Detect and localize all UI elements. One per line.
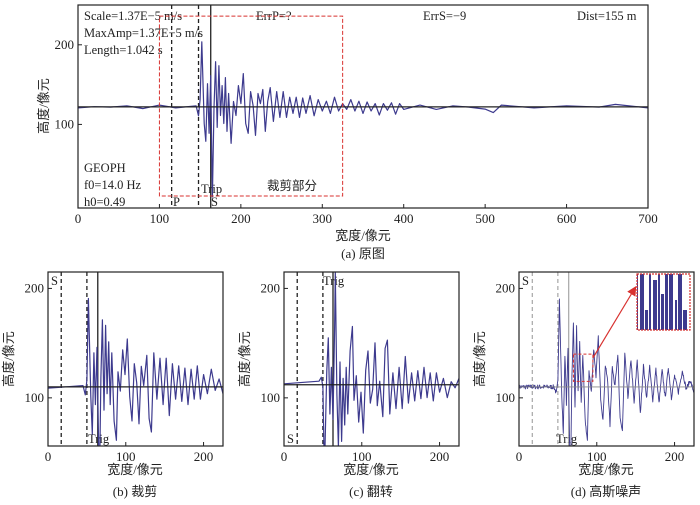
y-tick-label: 200 <box>496 280 516 295</box>
waveform-trace <box>78 41 648 198</box>
waveform-trace <box>284 272 459 446</box>
crop-region-box <box>158 15 344 197</box>
axes-frame <box>518 271 695 447</box>
zoom-arrow <box>592 285 637 359</box>
zoom-inset-bar <box>658 274 660 330</box>
zoom-inset-bar <box>665 274 668 330</box>
panel-c-trig-label: Trig <box>323 274 345 288</box>
axis-labels: 宽度/像元 高度/像元 (a) 原图 宽度/像元 高度/像元 (b) 裁剪 宽度… <box>1 78 641 499</box>
length-text: Length=1.042 s <box>84 43 163 57</box>
x-tick-label: 200 <box>194 449 214 464</box>
x-tick-label: 100 <box>352 449 372 464</box>
panel-a-markers <box>78 5 648 208</box>
panel-d-caption: (d) 高斯噪声 <box>571 484 641 499</box>
dist-text: Dist=155 m <box>577 9 637 23</box>
panel-c-caption: (c) 翻转 <box>349 484 393 499</box>
zoom-inset-border <box>636 273 691 331</box>
x-tick-label: 400 <box>394 211 414 226</box>
panel-b-s-label: S <box>51 274 58 288</box>
panel-b-ylabel: 高度/像元 <box>1 331 16 387</box>
panel-c-markers <box>284 272 459 446</box>
maxamp-text: MaxAmp=1.37E−5 m/s <box>84 26 203 40</box>
x-tick-label: 0 <box>516 449 523 464</box>
panel-a-annotations: Scale=1.37E−5 m/s MaxAmp=1.37E−5 m/s Len… <box>84 9 637 209</box>
zoom-inset-bar <box>675 300 677 330</box>
zoom-inset-bar <box>678 274 682 330</box>
x-tick-label: 500 <box>475 211 495 226</box>
waveform-trace <box>519 298 694 446</box>
waveform-trace <box>48 297 223 446</box>
panel-c-ylabel: 高度/像元 <box>237 331 252 387</box>
s-marker-label: S <box>211 195 218 209</box>
x-tick-label: 0 <box>75 211 82 226</box>
crop-region-label: 裁剪部分 <box>267 178 317 193</box>
panel-d-markers <box>519 272 694 446</box>
y-tick-label: 100 <box>496 390 516 405</box>
x-tick-label: 100 <box>587 449 607 464</box>
axes-frame <box>77 4 649 209</box>
trip-label: Trip <box>201 182 222 196</box>
zoom-inset <box>636 273 691 331</box>
scale-text: Scale=1.37E−5 m/s <box>84 9 182 23</box>
y-tick-label: 200 <box>261 280 281 295</box>
y-tick-label: 100 <box>25 390 45 405</box>
x-tick-label: 600 <box>557 211 577 226</box>
panel-d-xlabel: 宽度/像元 <box>578 462 634 477</box>
panel-a-xlabel: 宽度/像元 <box>335 228 391 243</box>
x-tick-label: 200 <box>430 449 450 464</box>
errs-text: ErrS=−9 <box>423 9 466 23</box>
x-tick-label: 200 <box>231 211 251 226</box>
zoom-inset-bar <box>645 310 648 330</box>
geoph-text: GEOPH <box>84 161 126 175</box>
panel-b: 0 100 200 100 200 <box>25 271 224 464</box>
panel-b-xlabel: 宽度/像元 <box>107 462 163 477</box>
zoom-inset-bar <box>640 274 644 330</box>
panel-d-s-label: S <box>522 274 529 288</box>
zoom-inset-bar <box>649 274 651 330</box>
panel-b-caption: (b) 裁剪 <box>113 484 157 499</box>
panel-a-ylabel: 高度/像元 <box>36 78 51 134</box>
x-tick-label: 200 <box>665 449 685 464</box>
panel-a-caption: (a) 原图 <box>341 246 385 261</box>
subpanel-labels: S Trig S Trig S Trig <box>51 274 578 446</box>
p-marker-label: P <box>173 195 180 209</box>
axes-frame <box>283 271 460 447</box>
panel-d-trig-label: Trig <box>556 432 578 446</box>
y-tick-label: 100 <box>55 116 75 131</box>
panel-b-markers <box>48 272 223 446</box>
zoom-inset-bar <box>653 280 657 330</box>
y-tick-label: 200 <box>25 280 45 295</box>
panel-a: 0 100 200 300 400 500 600 700 100 200 <box>55 4 658 226</box>
panel-d: 0 100 200 100 200 <box>496 271 695 464</box>
x-tick-label: 100 <box>116 449 136 464</box>
x-tick-label: 0 <box>281 449 288 464</box>
panel-c-s-label: S <box>287 432 294 446</box>
y-tick-label: 200 <box>55 37 75 52</box>
x-tick-label: 100 <box>150 211 170 226</box>
panel-c: 0 100 200 100 200 <box>261 271 460 464</box>
zoom-inset-bar <box>669 274 673 330</box>
x-tick-label: 0 <box>45 449 52 464</box>
f0-text: f0=14.0 Hz <box>84 178 141 192</box>
panel-c-xlabel: 宽度/像元 <box>343 462 399 477</box>
x-tick-label: 300 <box>313 211 333 226</box>
axes-frame <box>47 271 224 447</box>
panel-d-ylabel: 高度/像元 <box>472 331 487 387</box>
zoom-inset-bar <box>661 294 664 330</box>
y-tick-label: 100 <box>261 390 281 405</box>
h0-text: h0=0.49 <box>84 195 125 209</box>
x-tick-label: 700 <box>638 211 658 226</box>
zoom-inset-bar <box>683 310 687 330</box>
zoom-region-box <box>572 353 594 382</box>
